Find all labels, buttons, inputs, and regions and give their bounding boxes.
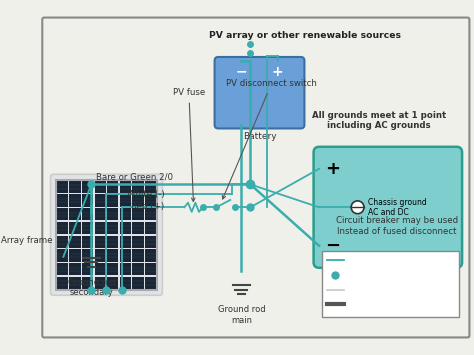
Bar: [132, 277, 144, 289]
Bar: [120, 222, 131, 234]
Bar: [145, 249, 156, 262]
Text: All grounds meet at 1 point
including AC grounds: All grounds meet at 1 point including AC…: [311, 111, 446, 130]
Bar: [57, 277, 68, 289]
Bar: [69, 263, 81, 275]
Bar: [145, 181, 156, 193]
Bar: [69, 194, 81, 207]
Bar: [132, 235, 144, 248]
Bar: [82, 222, 93, 234]
Text: Chassis ground
AC and DC: Chassis ground AC and DC: [368, 198, 427, 217]
Bar: [57, 249, 68, 262]
Bar: [145, 263, 156, 275]
Bar: [95, 249, 106, 262]
Bar: [107, 194, 118, 207]
Bar: [95, 263, 106, 275]
Bar: [57, 181, 68, 193]
Text: White (-): White (-): [127, 190, 164, 199]
Bar: [107, 235, 118, 248]
Text: Red (+): Red (+): [131, 202, 164, 211]
Text: =2/0 AWG: =2/0 AWG: [347, 300, 389, 309]
Bar: [95, 208, 106, 220]
Bar: [107, 263, 118, 275]
Text: PV array or other renewable sources: PV array or other renewable sources: [210, 31, 401, 40]
Bar: [95, 235, 106, 248]
Bar: [132, 222, 144, 234]
Text: Ground rod
secondary: Ground rod secondary: [67, 278, 115, 297]
Bar: [69, 277, 81, 289]
Circle shape: [351, 201, 364, 214]
Text: =6AWG: =6AWG: [347, 256, 379, 265]
FancyBboxPatch shape: [314, 147, 462, 268]
Bar: [107, 249, 118, 262]
Bar: [120, 235, 131, 248]
Bar: [57, 235, 68, 248]
Bar: [82, 194, 93, 207]
Text: +: +: [325, 160, 340, 178]
Bar: [57, 194, 68, 207]
Bar: [145, 194, 156, 207]
Bar: [120, 181, 131, 193]
Text: +: +: [272, 65, 283, 79]
Bar: [132, 181, 144, 193]
Bar: [120, 208, 131, 220]
Text: Ground rod
main: Ground rod main: [218, 305, 265, 325]
Bar: [120, 194, 131, 207]
Bar: [95, 194, 106, 207]
Bar: [120, 249, 131, 262]
Bar: [95, 222, 106, 234]
Bar: [69, 222, 81, 234]
Bar: [95, 181, 106, 193]
Bar: [57, 208, 68, 220]
Bar: [82, 181, 93, 193]
Text: Circuit breaker may be used
Instead of fused disconnect: Circuit breaker may be used Instead of f…: [336, 217, 458, 236]
Bar: [82, 263, 93, 275]
Text: PV fuse: PV fuse: [173, 88, 205, 201]
Bar: [145, 208, 156, 220]
FancyBboxPatch shape: [42, 17, 469, 338]
Bar: [69, 208, 81, 220]
Bar: [120, 263, 131, 275]
Bar: [56, 180, 157, 290]
Bar: [95, 277, 106, 289]
Bar: [57, 263, 68, 275]
Bar: [107, 181, 118, 193]
Bar: [107, 277, 118, 289]
Bar: [69, 235, 81, 248]
Bar: [145, 222, 156, 234]
Bar: [107, 208, 118, 220]
Bar: [82, 208, 93, 220]
Bar: [145, 277, 156, 289]
Bar: [322, 251, 459, 317]
Bar: [107, 222, 118, 234]
Bar: [145, 235, 156, 248]
Bar: [132, 249, 144, 262]
Text: =Jump/no connection: =Jump/no connection: [347, 285, 434, 294]
Text: =Connection: =Connection: [347, 271, 400, 280]
Bar: [57, 222, 68, 234]
Bar: [69, 181, 81, 193]
Text: Inverter: Inverter: [370, 272, 406, 280]
Bar: [132, 194, 144, 207]
Text: PV disconnect switch: PV disconnect switch: [222, 79, 317, 199]
Text: Array frame: Array frame: [1, 236, 52, 245]
Text: Battery: Battery: [243, 132, 276, 141]
Text: −: −: [236, 65, 247, 79]
Bar: [82, 277, 93, 289]
Bar: [132, 263, 144, 275]
Text: Bare or Green 2/0: Bare or Green 2/0: [96, 173, 173, 182]
Bar: [120, 277, 131, 289]
FancyBboxPatch shape: [215, 57, 304, 129]
Text: −: −: [325, 237, 340, 255]
Bar: [82, 235, 93, 248]
Bar: [82, 249, 93, 262]
Bar: [132, 208, 144, 220]
Bar: [69, 249, 81, 262]
FancyBboxPatch shape: [51, 174, 163, 295]
